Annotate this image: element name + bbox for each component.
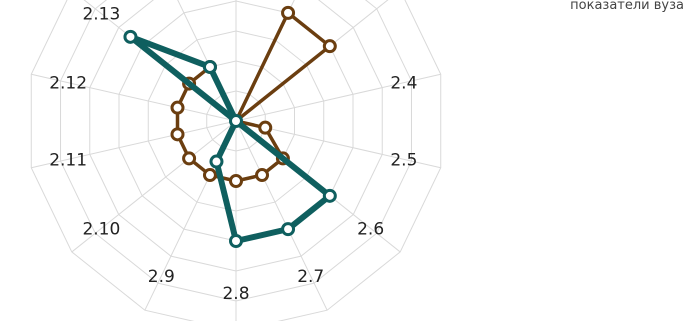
category-label: 2.11 [49, 150, 87, 170]
series-1-point [229, 234, 243, 248]
series-1-point [281, 222, 296, 237]
radar-series [123, 5, 337, 248]
series-2-point [170, 127, 185, 142]
grid-spoke [31, 73, 237, 122]
category-label: 2.13 [82, 5, 120, 25]
series-1-point [123, 29, 138, 44]
category-label: 2.7 [297, 267, 324, 287]
grid-ring [30, 0, 442, 321]
series-2-point [258, 120, 273, 135]
grid-spoke [71, 120, 237, 253]
series-1-point [322, 188, 337, 203]
series-2-point [182, 151, 197, 166]
series-1-point [229, 114, 243, 128]
series-1-point [202, 59, 217, 74]
series-2 [170, 5, 337, 188]
category-label: 2.6 [357, 219, 384, 239]
series-1-point [209, 154, 224, 169]
category-labels: 2.42.52.62.72.82.92.102.112.122.132.14 [49, 5, 417, 305]
grid-spoke [235, 120, 328, 311]
series-1 [123, 29, 337, 248]
series-2-line [175, 11, 332, 183]
category-label: 2.8 [222, 284, 249, 304]
radar-grid [30, 0, 442, 321]
grid-spoke [31, 120, 237, 169]
category-label: 2.5 [390, 150, 417, 170]
series-2-point [255, 168, 270, 183]
series-2-point [229, 174, 243, 188]
category-label: 2.12 [49, 74, 87, 94]
legend-title: показатели вуза [570, 0, 684, 13]
category-label: 2.10 [82, 219, 120, 239]
series-2-point [170, 100, 185, 115]
series-2-point [322, 39, 337, 54]
category-label: 2.9 [148, 267, 175, 287]
series-2-point [202, 168, 217, 183]
series-2-point [281, 5, 296, 20]
category-label: 2.4 [390, 74, 417, 94]
grid-spoke [235, 73, 441, 122]
